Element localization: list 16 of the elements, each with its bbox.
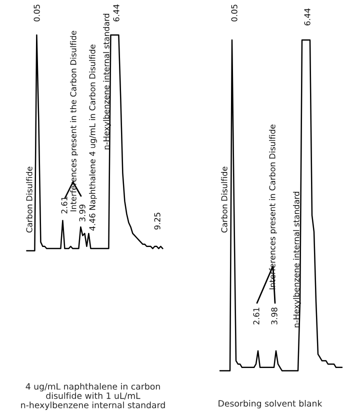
text: 6.44 <box>113 4 120 22</box>
x-axis-title: Desorbing solvent blank <box>218 400 322 408</box>
text: 6.44 <box>304 8 310 26</box>
annotation: Carbon Disulfide <box>221 166 228 233</box>
annotation: 3.99 <box>79 204 86 222</box>
annotation: Carbon Disulfide <box>26 166 32 233</box>
annotation: 2.61 <box>61 196 68 214</box>
annotation: n-Hexylbenzene internal standard <box>293 192 301 328</box>
text: 0.05 <box>34 4 40 22</box>
x-axis-title: 4 ug/mL naphthalene in carbon disulfide with 1 uL/mL n-hexylbenzene internal standard <box>21 383 165 410</box>
annotation: 4.46 Naphthalene 4 ug/mL in Carbon Disulfide <box>89 44 97 231</box>
text: 0.05 <box>231 4 238 22</box>
annotation: 9.25 <box>154 212 160 230</box>
annotation: n-Hexylbenzene internal standard <box>103 14 111 150</box>
annotation: 3.98 <box>271 308 278 324</box>
annotation: 2.61 <box>253 308 260 324</box>
